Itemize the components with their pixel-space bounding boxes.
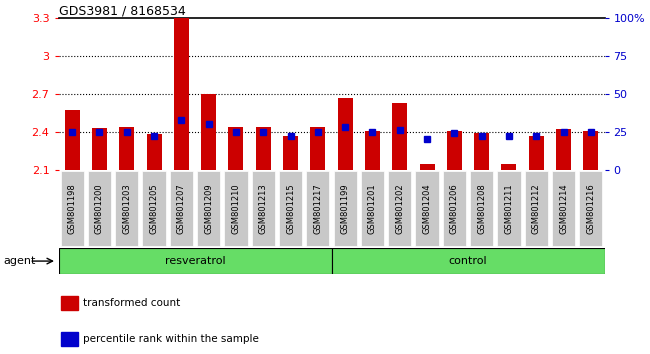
Text: GSM801211: GSM801211 [504, 183, 514, 234]
Bar [528, 136, 544, 170]
Text: GSM801215: GSM801215 [286, 183, 295, 234]
Text: GSM801203: GSM801203 [122, 183, 131, 234]
Text: GSM801198: GSM801198 [68, 183, 77, 234]
Bar [556, 129, 571, 170]
Bar [146, 135, 162, 170]
FancyBboxPatch shape [497, 171, 521, 246]
Bar [228, 127, 244, 170]
Bar [255, 127, 271, 170]
FancyBboxPatch shape [142, 171, 166, 246]
Bar [419, 164, 435, 170]
Bar [174, 15, 189, 170]
Bar [61, 332, 77, 346]
FancyBboxPatch shape [60, 171, 84, 246]
Bar [474, 133, 489, 170]
FancyBboxPatch shape [306, 171, 330, 246]
Text: GSM801207: GSM801207 [177, 183, 186, 234]
Text: GSM801199: GSM801199 [341, 183, 350, 234]
Text: GDS3981 / 8168534: GDS3981 / 8168534 [58, 5, 185, 18]
Text: transformed count: transformed count [83, 298, 180, 308]
Bar [501, 164, 517, 170]
Bar [310, 127, 326, 170]
Bar [61, 296, 77, 310]
Bar [337, 98, 353, 170]
Text: percentile rank within the sample: percentile rank within the sample [83, 334, 259, 344]
Text: GSM801212: GSM801212 [532, 183, 541, 234]
Bar [119, 127, 135, 170]
Bar [392, 103, 408, 170]
FancyBboxPatch shape [252, 171, 275, 246]
Text: GSM801214: GSM801214 [559, 183, 568, 234]
FancyBboxPatch shape [388, 171, 411, 246]
FancyBboxPatch shape [415, 171, 439, 246]
Bar [201, 94, 216, 170]
FancyBboxPatch shape [579, 171, 603, 246]
Text: GSM801216: GSM801216 [586, 183, 595, 234]
Text: GSM801209: GSM801209 [204, 183, 213, 234]
Text: GSM801200: GSM801200 [95, 183, 104, 234]
FancyBboxPatch shape [115, 171, 138, 246]
Bar [92, 128, 107, 170]
Bar [64, 110, 80, 170]
Bar [283, 136, 298, 170]
FancyBboxPatch shape [552, 171, 575, 246]
Text: GSM801210: GSM801210 [231, 183, 240, 234]
Text: GSM801202: GSM801202 [395, 183, 404, 234]
Text: GSM801201: GSM801201 [368, 183, 377, 234]
FancyBboxPatch shape [361, 171, 384, 246]
Text: GSM801205: GSM801205 [150, 183, 159, 234]
Text: resveratrol: resveratrol [164, 256, 226, 266]
FancyBboxPatch shape [525, 171, 548, 246]
FancyBboxPatch shape [197, 171, 220, 246]
Text: GSM801213: GSM801213 [259, 183, 268, 234]
Text: GSM801204: GSM801204 [422, 183, 432, 234]
Text: agent: agent [3, 256, 36, 266]
Bar [447, 131, 462, 170]
FancyBboxPatch shape [88, 171, 111, 246]
Text: control: control [448, 256, 488, 266]
Bar [58, 248, 332, 274]
FancyBboxPatch shape [170, 171, 193, 246]
FancyBboxPatch shape [333, 171, 357, 246]
FancyBboxPatch shape [224, 171, 248, 246]
FancyBboxPatch shape [279, 171, 302, 246]
FancyBboxPatch shape [470, 171, 493, 246]
Bar [365, 131, 380, 170]
Bar [583, 131, 599, 170]
FancyBboxPatch shape [443, 171, 466, 246]
Text: GSM801217: GSM801217 [313, 183, 322, 234]
Bar [332, 248, 604, 274]
Text: GSM801206: GSM801206 [450, 183, 459, 234]
Text: GSM801208: GSM801208 [477, 183, 486, 234]
